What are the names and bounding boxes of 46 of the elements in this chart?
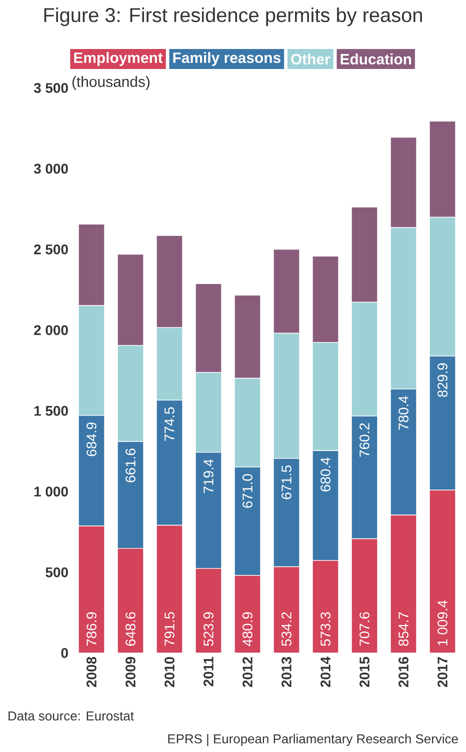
data-label: 480.9 xyxy=(242,612,252,646)
text: Family reasons xyxy=(173,52,280,66)
text: Other xyxy=(291,54,330,64)
y-tick-label: 500 xyxy=(46,567,68,578)
data-label: 707.6 xyxy=(360,612,370,646)
data-label: 534.2 xyxy=(282,612,292,646)
y-tick-label: 2 500 xyxy=(34,244,68,254)
y-axis-title: (thousands) xyxy=(72,76,150,90)
x-tick-label: 2015 xyxy=(360,656,370,688)
data-label: 680.4 xyxy=(320,458,330,492)
y-tick-label: 1 500 xyxy=(34,406,68,416)
data-label: 829.9 xyxy=(438,363,448,397)
y-tick-label: 0 xyxy=(61,648,68,658)
x-tick-label: 2012 xyxy=(242,657,252,688)
x-tick-label: 2013 xyxy=(282,657,292,688)
x-tick-label: 2014 xyxy=(320,656,330,688)
data-label: 671.0 xyxy=(242,474,252,508)
data-label: 1 009.4 xyxy=(438,600,448,646)
source-note: Data source: Eurostat xyxy=(8,711,134,721)
text: EPRS | European Parliamentary Research Service xyxy=(168,734,458,746)
data-label: 760.2 xyxy=(360,423,370,457)
data-label: 774.5 xyxy=(164,407,174,441)
y-tick-label: 2 000 xyxy=(34,325,68,336)
y-tick-label: 1 000 xyxy=(34,486,68,497)
data-label: 854.7 xyxy=(398,612,408,646)
data-label: 573.3 xyxy=(320,612,330,646)
data-label: 671.5 xyxy=(282,465,292,500)
x-tick-label: 2011 xyxy=(204,656,214,686)
y-tick-label: 3 000 xyxy=(34,164,68,174)
text: Education xyxy=(340,54,412,64)
y-tick-label: 3 500 xyxy=(34,83,68,93)
x-tick-label: 2010 xyxy=(164,657,174,688)
data-label: 719.4 xyxy=(204,459,214,493)
data-label: 780.4 xyxy=(398,396,408,430)
data-label: 648.6 xyxy=(126,612,136,646)
chart-title: Figure 3: First residence permits by reason xyxy=(44,8,422,26)
data-label: 661.6 xyxy=(126,448,136,482)
x-tick-label: 2017 xyxy=(438,657,448,688)
data-label: 786.9 xyxy=(86,612,96,646)
data-label: 684.9 xyxy=(86,422,96,456)
data-label: 523.9 xyxy=(204,612,214,646)
x-tick-label: 2008 xyxy=(86,656,96,688)
data-label: 791.5 xyxy=(164,612,174,646)
x-tick-label: 2016 xyxy=(398,657,408,688)
x-tick-label: 2009 xyxy=(126,657,136,688)
text: Employment xyxy=(74,52,163,66)
